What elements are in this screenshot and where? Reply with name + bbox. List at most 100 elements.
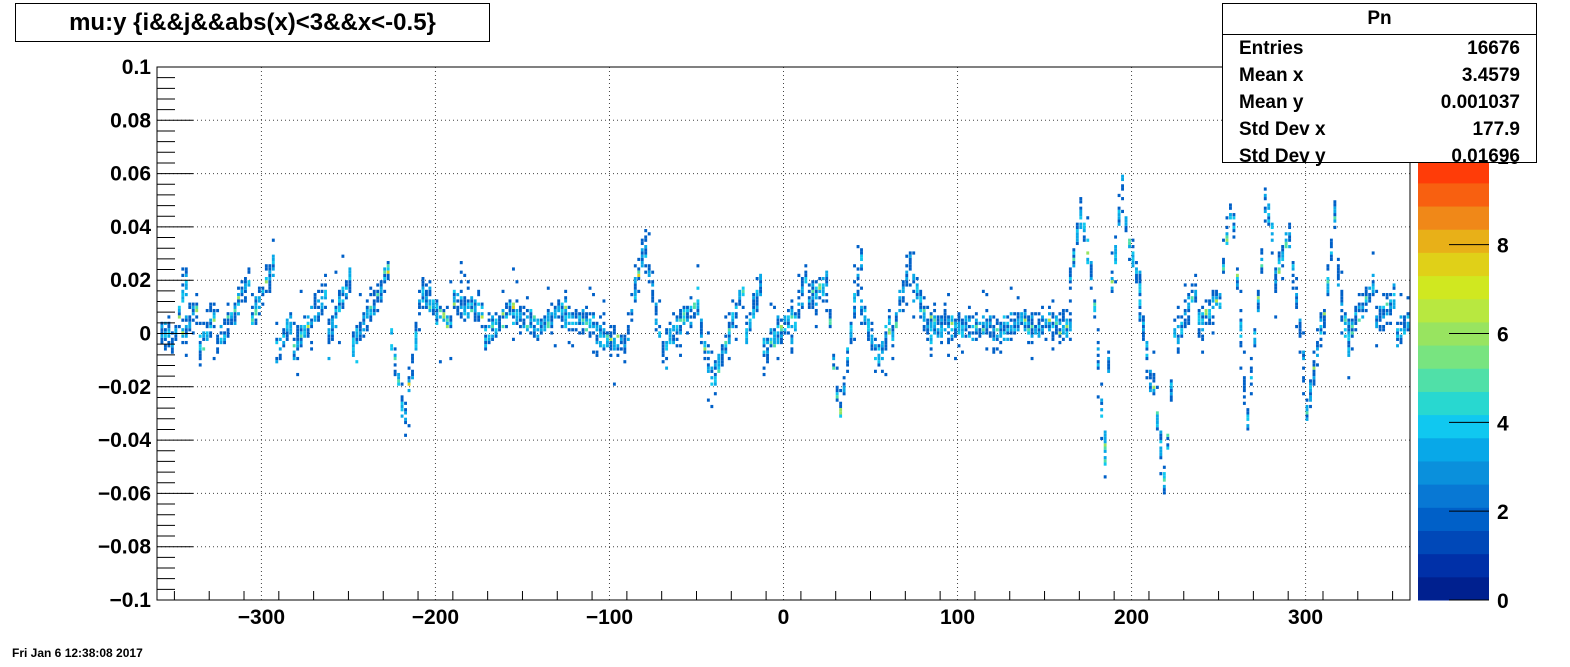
heatmap-cell [240, 299, 244, 303]
heatmap-cell [1131, 261, 1135, 265]
heatmap-cell [1277, 254, 1281, 258]
heatmap-cell [1030, 312, 1034, 316]
heatmap-cell [800, 302, 804, 306]
heatmap-cell [814, 292, 818, 297]
heatmap-cell [543, 328, 547, 332]
heatmap-cell [1260, 270, 1264, 274]
heatmap-cell [612, 337, 616, 341]
heatmap-cell [1006, 328, 1010, 332]
heatmap-cell [1326, 289, 1330, 293]
heatmap-cell [828, 312, 832, 316]
heatmap-cell [940, 331, 944, 335]
heatmap-cell [679, 312, 682, 316]
heatmap-cell [849, 337, 853, 341]
heatmap-cell [1096, 363, 1100, 367]
heatmap-cell [198, 340, 202, 345]
heatmap-cell [1329, 254, 1333, 258]
heatmap-cell [682, 315, 686, 319]
heatmap-cell [271, 264, 275, 268]
heatmap-cell [887, 328, 891, 332]
heatmap-cell [672, 312, 676, 316]
heatmap-cell [1218, 292, 1222, 297]
heatmap-cell [1298, 318, 1302, 322]
heatmap-cell [449, 324, 453, 329]
heatmap-cell [585, 328, 588, 332]
heatmap-cell [647, 267, 651, 271]
heatmap-cell [327, 331, 331, 335]
heatmap-cell [1319, 324, 1323, 329]
heatmap-cell [223, 334, 227, 338]
heatmap-cell [264, 277, 268, 281]
heatmap-cell [846, 360, 850, 364]
heatmap-cell [1406, 296, 1410, 300]
heatmap-cell [605, 334, 609, 338]
heatmap-cell [459, 261, 463, 265]
heatmap-cell [877, 360, 881, 364]
heatmap-cell [167, 344, 171, 348]
heatmap-cell [776, 321, 780, 325]
heatmap-cell [1152, 376, 1156, 380]
heatmap-cell [1166, 446, 1170, 450]
heatmap-cell [849, 340, 853, 345]
heatmap-cell [1058, 334, 1062, 338]
heatmap-cell [195, 321, 199, 325]
heatmap-cell [776, 331, 780, 335]
palette-swatch [1418, 252, 1489, 277]
heatmap-cell [839, 388, 843, 393]
heatmap-cell [184, 270, 188, 274]
heatmap-cell [233, 312, 237, 316]
heatmap-cell [1319, 312, 1323, 316]
heatmap-cell [1114, 235, 1118, 239]
heatmap-cell [654, 302, 658, 306]
heatmap-cell [522, 324, 526, 329]
heatmap-cell [1096, 340, 1100, 345]
heatmap-cell [1110, 270, 1114, 274]
heatmap-cell [1361, 315, 1365, 319]
heatmap-cell [532, 334, 536, 338]
stats-value: 3.4579 [1461, 65, 1520, 86]
heatmap-cell [1100, 398, 1104, 402]
heatmap-cell [1162, 488, 1166, 492]
heatmap-cell [1329, 241, 1333, 246]
heatmap-cell [985, 321, 989, 325]
heatmap-cell [954, 324, 957, 329]
heatmap-cell [1051, 321, 1055, 325]
heatmap-cell [1187, 308, 1191, 313]
heatmap-cell [637, 270, 641, 274]
heatmap-cell [205, 308, 209, 313]
heatmap-cell [605, 340, 609, 345]
heatmap-cell [1288, 225, 1292, 230]
heatmap-cell [773, 337, 776, 341]
heatmap-cell [428, 305, 432, 309]
heatmap-cell [1169, 398, 1173, 402]
heatmap-cell [275, 360, 279, 364]
heatmap-cell [1368, 292, 1372, 297]
heatmap-cell [793, 324, 797, 329]
heatmap-cell [348, 280, 352, 284]
heatmap-cell [1110, 251, 1114, 255]
heatmap-cell [289, 324, 293, 329]
heatmap-cell [484, 344, 488, 348]
heatmap-cell [1162, 475, 1166, 479]
heatmap-cell [463, 296, 467, 300]
heatmap-cell [425, 302, 428, 306]
heatmap-cell [539, 318, 543, 322]
heatmap-cell [337, 292, 341, 297]
heatmap-cell [1208, 308, 1212, 313]
heatmap-cell [853, 315, 856, 319]
heatmap-cell [1124, 219, 1128, 223]
heatmap-cell [759, 273, 763, 278]
heatmap-cell [1389, 321, 1392, 325]
heatmap-cell [546, 321, 550, 325]
heatmap-cell [755, 296, 759, 300]
heatmap-cell [358, 337, 362, 341]
heatmap-cell [170, 340, 174, 345]
heatmap-cell [515, 308, 519, 313]
heatmap-cell [884, 334, 888, 338]
heatmap-cell [438, 360, 442, 364]
heatmap-cell [1148, 385, 1152, 389]
heatmap-cell [431, 308, 435, 313]
heatmap-cell [609, 331, 613, 335]
heatmap-cell [369, 318, 373, 322]
heatmap-cell [898, 299, 902, 303]
